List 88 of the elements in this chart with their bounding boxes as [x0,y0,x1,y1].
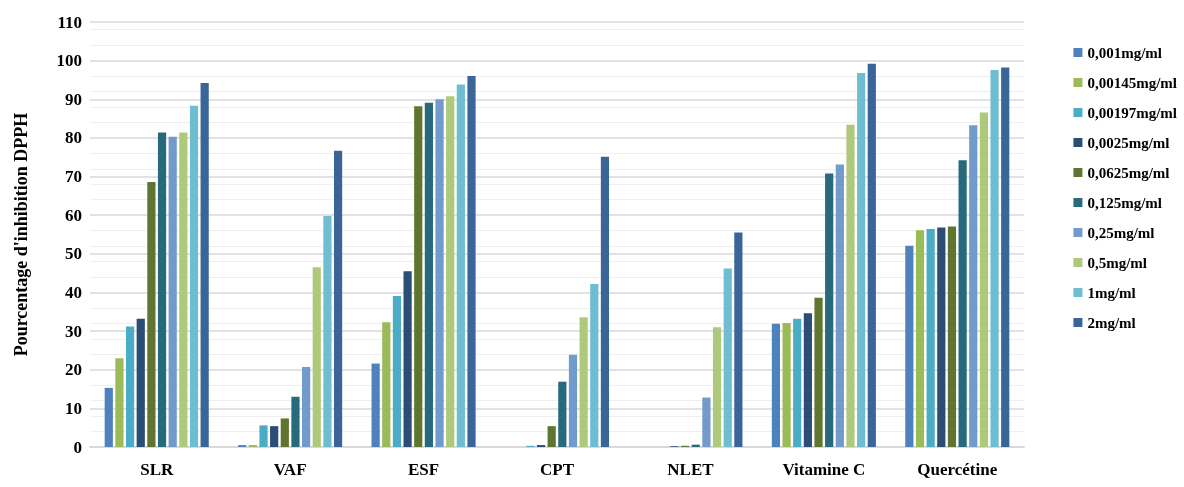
bar [467,76,476,447]
bar [969,125,978,447]
bar [771,323,781,447]
y-tick-label: 40 [65,282,82,302]
bar [814,297,823,447]
y-tick-label: 80 [65,128,82,148]
bar [915,230,925,447]
x-tick-label: SLR [140,460,174,479]
bar [179,132,188,447]
x-tick-label: Quercétine [917,460,998,479]
legend-label: 0,125mg/ml [1087,194,1162,211]
bar [323,215,332,447]
bar [259,425,268,447]
bar [958,160,967,447]
bar [905,245,914,447]
y-tick-label: 110 [57,12,82,32]
bar [782,322,791,447]
bar [168,136,177,447]
y-tick-label: 60 [65,205,82,225]
bar [147,181,156,447]
bar [302,367,311,447]
x-tick-label: NLET [667,460,715,479]
bar [157,132,167,447]
bar [734,232,743,447]
y-tick-label: 10 [65,398,82,418]
bar [857,73,866,447]
bar [568,354,578,447]
bar [200,83,209,447]
bar [712,327,722,447]
y-tick-label: 30 [65,321,82,341]
bar [392,295,402,447]
bar [846,124,855,447]
legend-label: 0,00145mg/ml [1087,74,1177,91]
bar [1001,67,1010,447]
y-tick-label: 100 [56,51,82,71]
legend-label: 2mg/ml [1087,314,1136,331]
legend-label: 0,00197mg/ml [1087,104,1177,121]
bar [590,283,599,447]
bar [947,226,957,447]
legend-label: 0,001mg/ml [1087,44,1162,61]
legend-label: 1mg/ml [1087,284,1136,301]
bar [371,363,380,447]
bar [990,69,999,447]
y-tick-label: 90 [65,89,82,109]
bar [382,322,391,447]
bar [579,317,588,447]
bar [835,164,844,447]
bar [723,268,732,447]
bar [125,326,135,447]
bar [414,106,423,447]
legend-label: 0,5mg/ml [1087,254,1147,271]
bar [312,267,321,447]
y-tick-label: 70 [65,167,82,187]
bar [937,227,946,447]
y-axis-title: Pourcentage d'inhibition DPPH [11,112,31,357]
bar [446,96,455,447]
bar [702,397,711,447]
y-tick-label: 20 [65,360,82,380]
bar [803,313,812,447]
bar [280,418,289,447]
bar [424,102,433,447]
legend-label: 0,0025mg/ml [1087,134,1170,151]
bar [867,63,876,447]
bar [189,105,199,447]
bar [333,150,343,447]
bar [115,358,124,447]
bar [793,318,802,447]
bar [104,387,113,447]
y-tick-label: 50 [65,244,82,264]
bar [456,84,465,447]
x-tick-label: Vitamine C [782,460,866,479]
bar [291,396,300,447]
bar [547,426,556,447]
bar [825,173,834,447]
bar [136,318,145,447]
legend-label: 0,0625mg/ml [1087,164,1170,181]
bar [926,229,935,447]
bar [979,112,989,447]
x-tick-label: VAF [273,460,307,479]
x-tick-label: ESF [407,460,440,479]
bar [403,271,412,447]
bar [435,99,444,447]
bar [558,381,567,447]
bar [270,426,279,447]
y-tick-label: 0 [73,437,82,457]
legend-label: 0,25mg/ml [1087,224,1155,241]
bar [600,156,610,447]
x-tick-label: CPT [540,460,575,479]
